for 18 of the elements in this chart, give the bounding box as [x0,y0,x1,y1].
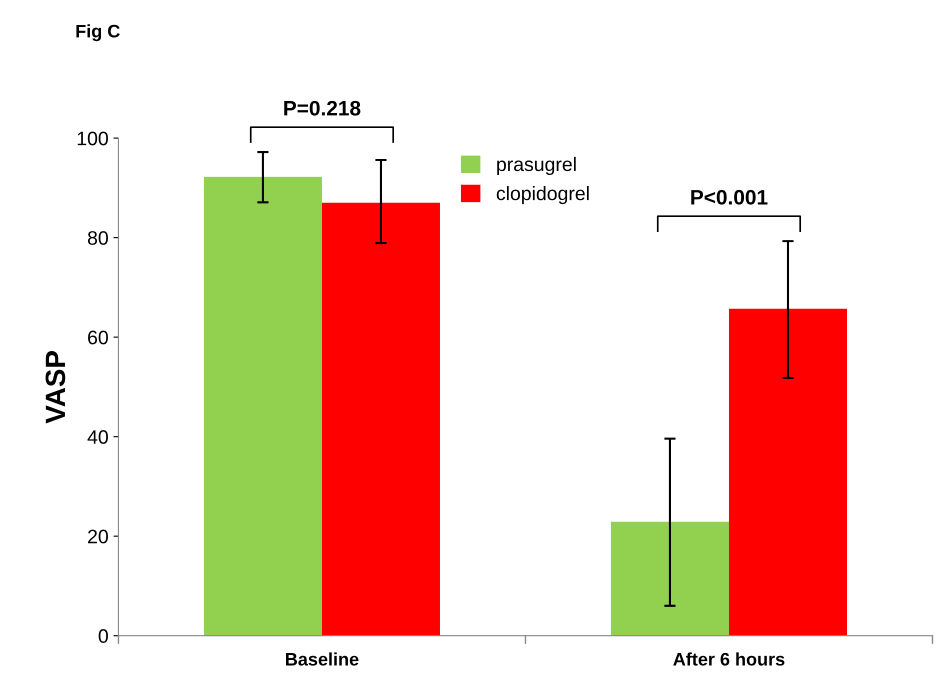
bar [728,308,848,636]
x-tick-label: After 6 hours [673,652,784,666]
y-tick-label: 20 [88,530,108,544]
legend-label: clopidogrel [496,186,589,204]
y-tick-label: 80 [88,231,108,245]
bar [204,176,322,636]
y-tick-label: 40 [88,430,108,444]
bar [322,202,440,636]
text: P=0.218 [284,100,360,116]
chart-title: Fig C [76,24,120,42]
y-tick-label: 60 [88,330,108,344]
y-tick-label: 0 [98,629,108,643]
annotation: P<0.001 [691,190,768,205]
legend-label: prasugrel [497,156,576,175]
bar [610,522,729,636]
x-tick-label: Baseline [286,652,358,666]
y-tick-label: 100 [78,132,108,146]
y-axis-title: VASP [46,351,66,424]
